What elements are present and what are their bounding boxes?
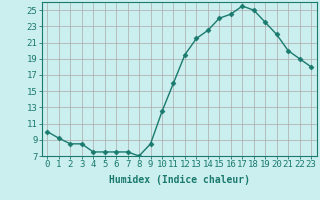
X-axis label: Humidex (Indice chaleur): Humidex (Indice chaleur) bbox=[109, 175, 250, 185]
